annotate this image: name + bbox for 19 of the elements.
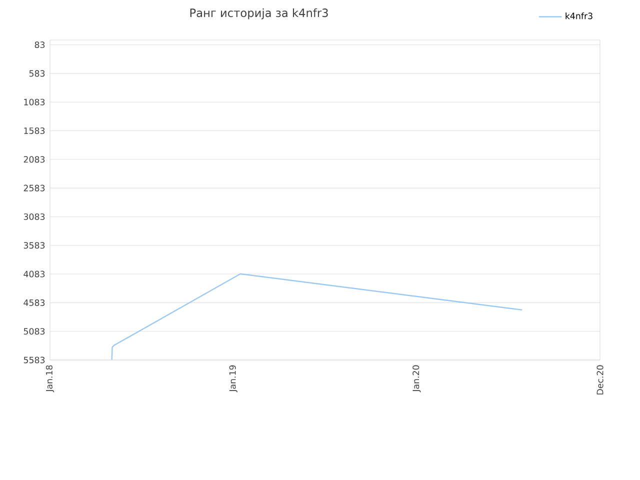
x-tick-label: Jan.20 — [412, 365, 421, 392]
x-tick-label: Jan.19 — [229, 365, 238, 392]
line-series — [111, 273, 523, 360]
y-tick-label: 5083 — [24, 328, 45, 335]
y-tick-label: 2083 — [24, 156, 45, 163]
y-tick-label: 3083 — [24, 213, 45, 220]
y-tick-label: 5583 — [24, 356, 45, 364]
y-tick-label: 1083 — [24, 98, 45, 106]
y-tick-label: 2583 — [24, 184, 45, 192]
y-tick-label: 4083 — [24, 270, 45, 278]
legend-label: k4nfr3 — [566, 12, 592, 20]
x-tick-label: Jan.18 — [46, 365, 54, 392]
chart-title: Ранг историја за k4nfr3 — [190, 8, 328, 20]
y-tick-label: 3583 — [24, 242, 45, 249]
y-tick-label: 1583 — [24, 127, 45, 134]
y-tick-label: 83 — [34, 42, 45, 48]
y-tick-label: 4583 — [24, 299, 45, 306]
y-tick-label: 583 — [29, 70, 45, 77]
x-tick-label: Dec.20 — [596, 365, 604, 394]
